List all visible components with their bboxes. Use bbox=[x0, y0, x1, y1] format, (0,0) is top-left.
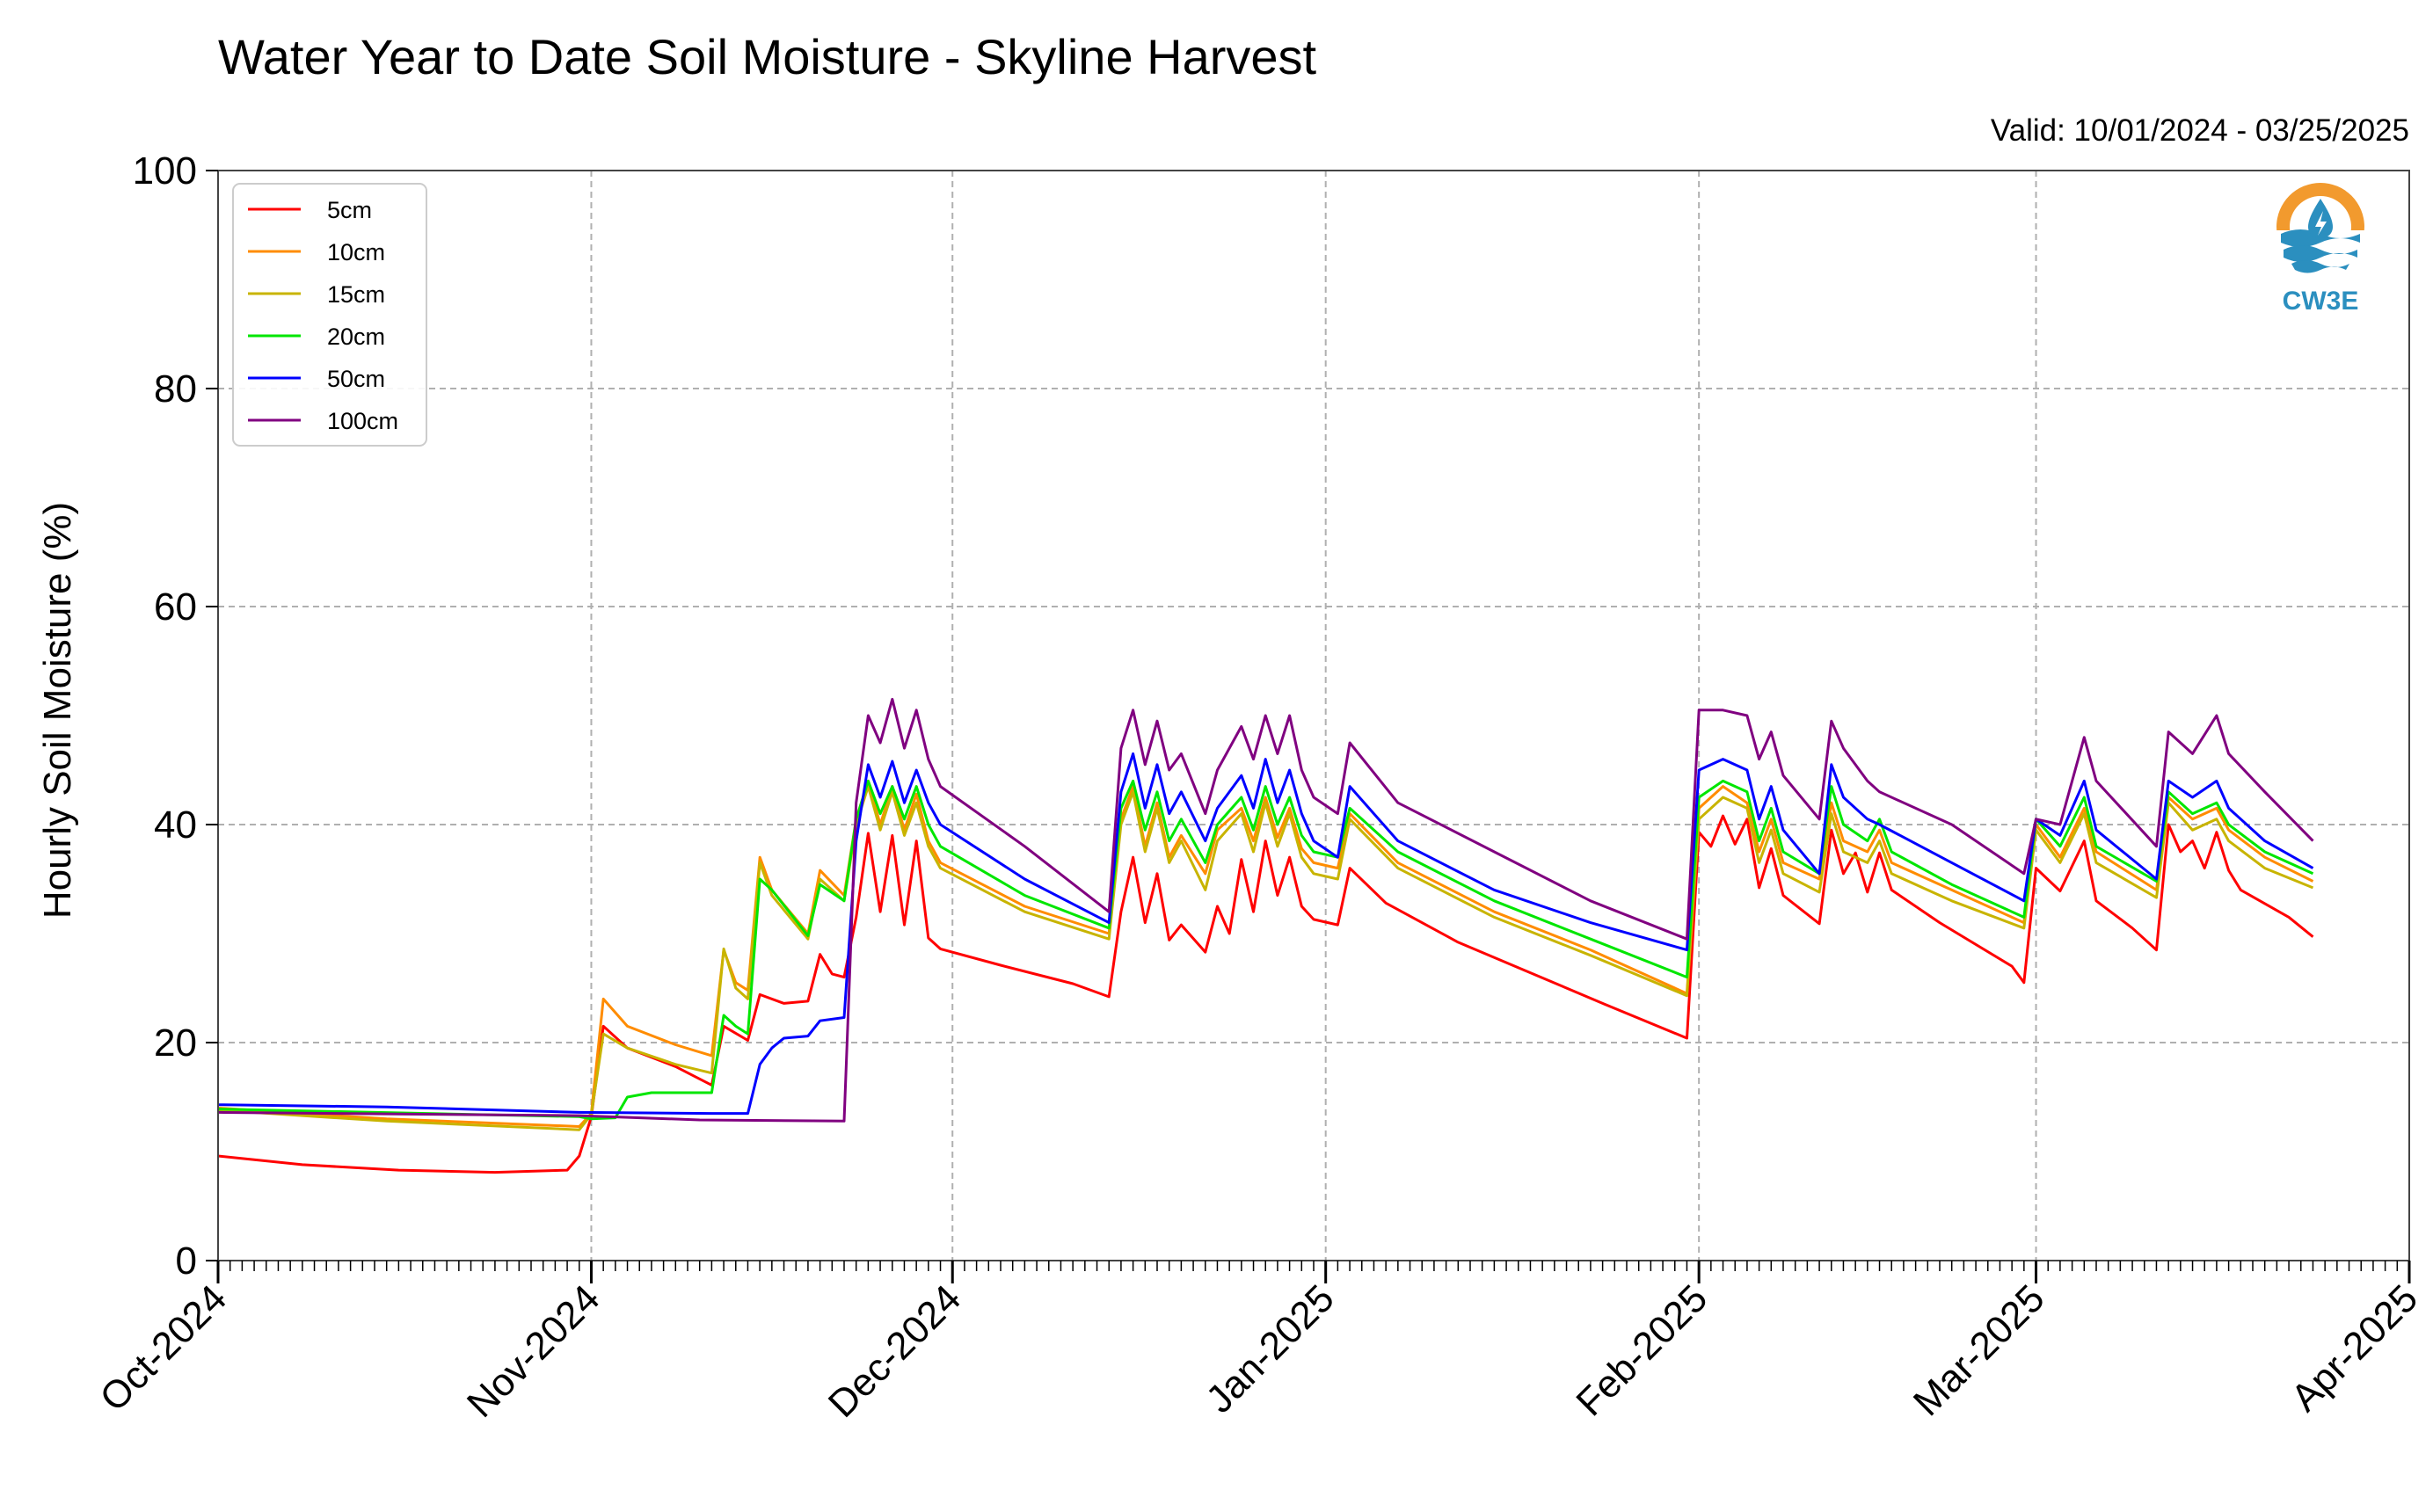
x-tick-label: Mar-2025 bbox=[1905, 1276, 2053, 1424]
x-tick-label: Jan-2025 bbox=[1198, 1276, 1342, 1421]
x-axis-minor-ticks bbox=[217, 1261, 2410, 1271]
y-tick-label: 40 bbox=[154, 803, 197, 847]
x-tick-label: Apr-2025 bbox=[2283, 1276, 2426, 1420]
legend: 5cm 10cm 15cm 20cm 50cm 100cm bbox=[232, 183, 427, 447]
legend-label: 50cm bbox=[327, 366, 385, 392]
legend-label: 10cm bbox=[327, 239, 385, 265]
series-lines bbox=[217, 697, 2314, 1174]
x-tick-label: Oct-2024 bbox=[91, 1276, 235, 1420]
grid-lines bbox=[218, 171, 2409, 1261]
logo-text: CW3E bbox=[2283, 287, 2359, 316]
series-line-10cm bbox=[217, 779, 2314, 1128]
legend-label: 5cm bbox=[327, 197, 372, 223]
y-tick-label: 60 bbox=[154, 585, 197, 629]
valid-range-subtitle: Valid: 10/01/2024 - 03/25/2025 bbox=[1991, 113, 2409, 148]
legend-label: 15cm bbox=[327, 281, 385, 308]
x-tick-label: Nov-2024 bbox=[459, 1276, 608, 1426]
y-tick-label: 100 bbox=[133, 149, 197, 193]
series-line-15cm bbox=[217, 785, 2314, 1131]
legend-box bbox=[232, 183, 427, 447]
plot-frame bbox=[217, 170, 2410, 1261]
legend-label: 20cm bbox=[327, 323, 385, 350]
chart-title: Water Year to Date Soil Moisture - Skyli… bbox=[218, 29, 1317, 84]
y-axis-label: Hourly Soil Moisture (%) bbox=[36, 502, 79, 919]
x-axis-ticks: Oct-2024 Nov-2024 Dec-2024 Jan-2025 Feb-2025… bbox=[91, 1261, 2426, 1426]
cw3e-logo: CW3E bbox=[2276, 183, 2364, 316]
y-axis-ticks: 0 20 40 60 80 100 bbox=[133, 149, 218, 1283]
x-tick-label: Dec-2024 bbox=[820, 1276, 970, 1426]
legend-label: 100cm bbox=[327, 408, 398, 434]
x-tick-label: Feb-2025 bbox=[1568, 1276, 1715, 1424]
y-tick-label: 80 bbox=[154, 367, 197, 411]
legend-items: 5cm 10cm 15cm 20cm 50cm 100cm bbox=[248, 197, 398, 434]
series-line-20cm bbox=[217, 779, 2314, 1121]
series-line-5cm bbox=[217, 814, 2314, 1174]
y-tick-label: 0 bbox=[176, 1239, 197, 1283]
series-line-100cm bbox=[217, 697, 2314, 1123]
y-tick-label: 20 bbox=[154, 1021, 197, 1065]
